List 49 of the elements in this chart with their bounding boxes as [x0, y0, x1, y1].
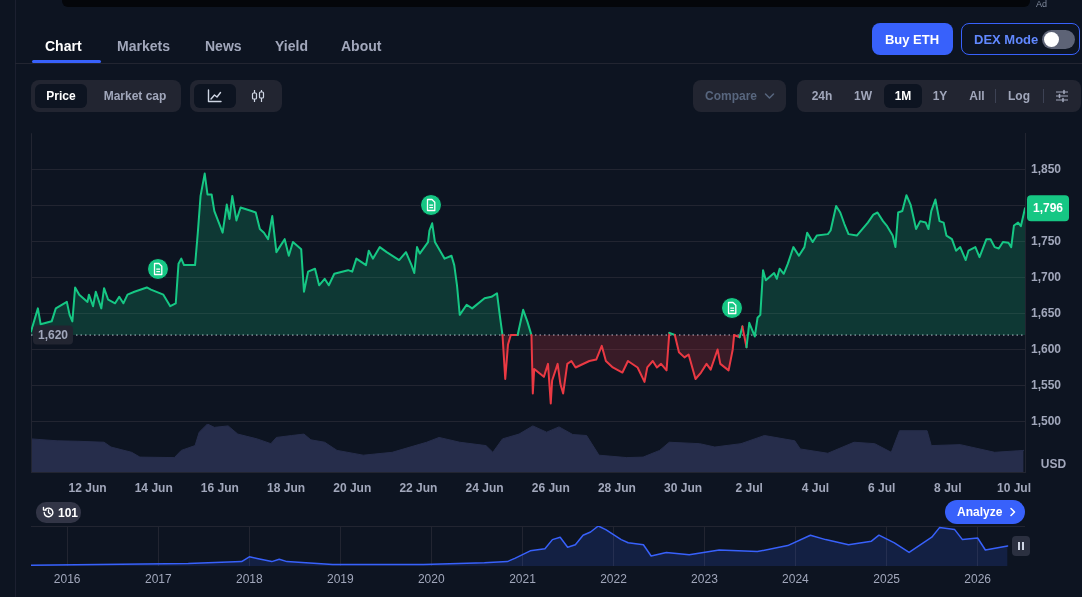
x-tick-label: 18 Jun — [267, 480, 306, 495]
x-tick-label: 16 Jun — [200, 480, 239, 495]
x-tick-label: 2017 — [145, 571, 173, 586]
analyze-button: Analyze — [945, 500, 1025, 524]
text: Yield — [275, 38, 308, 55]
buy-button: Buy ETH — [872, 23, 953, 55]
range-toggle: 24h 1W 1M 1Y All Log — [797, 80, 1081, 112]
price-toggle: Price Market cap — [31, 80, 181, 112]
dex-mode-button: DEX Mode — [961, 23, 1080, 55]
x-tick-label: 2026 — [964, 571, 992, 586]
x-tick-label: 10 Jul — [996, 480, 1031, 495]
x-tick-label: 30 Jun — [664, 480, 703, 495]
text: Ad — [1036, 0, 1048, 9]
text: Chart — [45, 38, 82, 55]
x-tick-label: 2021 — [509, 571, 537, 586]
x-tick-label: 2024 — [782, 571, 810, 586]
x-tick-label: 4 Jul — [801, 480, 830, 495]
x-tick-label: 24 Jun — [465, 480, 504, 495]
x-tick-label: 6 Jul — [867, 480, 896, 495]
x-tick-label: 2025 — [873, 571, 901, 586]
text: About — [341, 38, 382, 55]
x-tick-label: 2020 — [417, 571, 445, 586]
y-tick-label: 1,600 — [1031, 341, 1062, 356]
x-tick-label: 2016 — [53, 571, 81, 586]
text: Markets — [117, 38, 170, 55]
compare-dropdown: Compare — [693, 80, 786, 112]
y-tick-label: 1,500 — [1031, 413, 1062, 428]
y-tick-label: 1,550 — [1031, 377, 1062, 392]
x-tick-label: 20 Jun — [333, 480, 372, 495]
x-tick-label: 8 Jul — [934, 480, 962, 495]
y-axis-title: USD — [1040, 457, 1067, 472]
x-tick-label: 22 Jun — [399, 480, 438, 495]
text: News — [205, 38, 242, 55]
x-tick-label: 2023 — [691, 571, 719, 586]
counter-badge: 101 — [36, 502, 81, 523]
annotation: 1,796 — [1033, 201, 1064, 216]
x-tick-label: 14 Jun — [134, 480, 173, 495]
y-tick-label: 1,700 — [1031, 269, 1062, 284]
x-tick-label: 12 Jun — [68, 480, 107, 495]
x-tick-label: 2022 — [600, 571, 628, 586]
x-tick-label: 26 Jun — [531, 480, 570, 495]
x-tick-label: 2019 — [326, 571, 354, 586]
y-tick-label: 1,750 — [1031, 233, 1062, 248]
ref-line-label: 1,620 — [38, 327, 69, 342]
y-tick-label: 1,650 — [1031, 305, 1062, 320]
x-tick-label: 28 Jun — [597, 480, 636, 495]
x-tick-label: 2018 — [235, 571, 264, 586]
x-tick-label: 2 Jul — [735, 480, 763, 495]
y-tick-label: 1,850 — [1031, 161, 1062, 176]
